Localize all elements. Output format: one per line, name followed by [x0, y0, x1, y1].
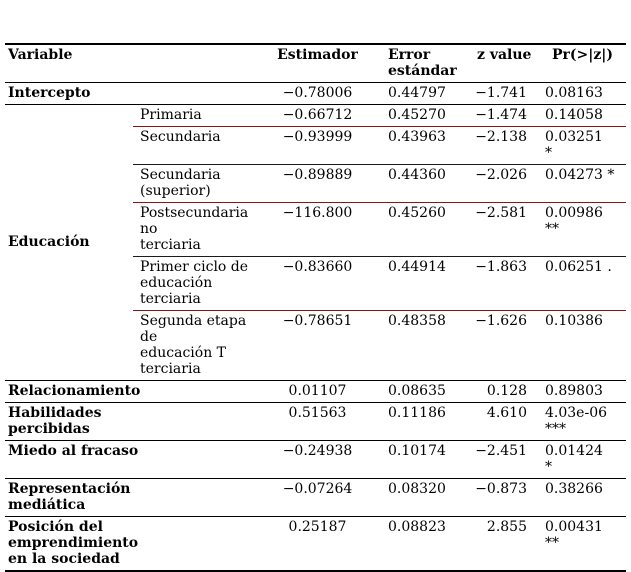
- cell-p-value: 0.03251 *: [535, 126, 626, 165]
- row-sublabel: Secundaria (superior): [133, 164, 265, 203]
- cell-p-value: 0.10386: [535, 310, 626, 381]
- table-row-edu-primer-ciclo: Primer ciclo de educación terciaria −0.8…: [5, 256, 626, 311]
- cell-estimator: −0.66712: [265, 104, 370, 127]
- cell-std-error: 0.45270: [370, 104, 465, 127]
- row-sublabel: Secundaria: [133, 126, 265, 165]
- cell-estimator: −0.78006: [265, 82, 370, 105]
- row-label: Miedo al fracaso: [5, 440, 265, 479]
- cell-p-value: 0.00986 **: [535, 202, 626, 257]
- table-row-edu-primaria: Educación Primaria −0.66712 0.45270 −1.4…: [5, 104, 626, 381]
- table-row-representacion: Representación mediática −0.07264 0.0832…: [5, 478, 626, 517]
- cell-z-value: 0.128: [465, 380, 535, 403]
- cell-std-error: 0.48358: [370, 310, 465, 381]
- cell-estimator: −0.78651: [265, 310, 370, 381]
- regression-table-container: Variable Estimador Error estándar z valu…: [5, 43, 626, 572]
- header-p-value: Pr(>|z|): [535, 44, 626, 83]
- cell-std-error: 0.44797: [370, 82, 465, 105]
- row-sublabel: Primaria: [133, 104, 265, 127]
- cell-p-value: 0.08163: [535, 82, 626, 105]
- cell-estimator: −0.24938: [265, 440, 370, 479]
- cell-z-value: −2.451: [465, 440, 535, 479]
- header-variable: Variable: [5, 44, 265, 83]
- cell-p-value: 0.04273 *: [535, 164, 626, 203]
- table-row-intercepto: Intercepto −0.78006 0.44797 −1.741 0.081…: [5, 82, 626, 105]
- cell-z-value: −1.863: [465, 256, 535, 311]
- cell-p-value: 4.03e-06 ***: [535, 402, 626, 441]
- cell-std-error: 0.10174: [370, 440, 465, 479]
- cell-std-error: 0.43963: [370, 126, 465, 165]
- cell-estimator: 0.01107: [265, 380, 370, 403]
- cell-std-error: 0.44360: [370, 164, 465, 203]
- cell-estimator: −116.800: [265, 202, 370, 257]
- table-row-edu-secundaria: Secundaria −0.93999 0.43963 −2.138 0.032…: [5, 126, 626, 165]
- row-label: Intercepto: [5, 82, 265, 105]
- cell-estimator: −0.93999: [265, 126, 370, 165]
- cell-estimator: −0.07264: [265, 478, 370, 517]
- header-std-error: Error estándar: [370, 44, 465, 83]
- cell-z-value: −2.581: [465, 202, 535, 257]
- cell-p-value: 0.38266: [535, 478, 626, 517]
- row-label: Relacionamiento: [5, 380, 265, 403]
- cell-z-value: 2.855: [486, 519, 527, 535]
- cell-std-error: 0.45260: [370, 202, 465, 257]
- row-sublabel: Segunda etapa de educación T terciaria: [133, 310, 265, 381]
- cell-estimator: −0.89889: [265, 164, 370, 203]
- header-row: Variable Estimador Error estándar z valu…: [5, 44, 626, 83]
- row-label: Posición del emprendimiento en la socied…: [8, 519, 139, 567]
- cell-p-value: 0.01424 *: [535, 440, 626, 479]
- row-label: Representación mediática: [5, 478, 265, 517]
- cell-p-value: 0.89803: [535, 380, 626, 403]
- education-group-label: Educación: [5, 104, 133, 381]
- cell-p-value: 0.06251 .: [535, 256, 626, 311]
- table-row-relacionamiento: Relacionamiento 0.01107 0.08635 0.128 0.…: [5, 380, 626, 403]
- cell-estimator: 0.25187: [288, 519, 347, 535]
- table-row-posicion: Posición del emprendimiento en la socied…: [5, 517, 626, 572]
- cell-estimator: 0.51563: [265, 402, 370, 441]
- regression-table: Variable Estimador Error estándar z valu…: [5, 43, 626, 572]
- cell-std-error: 0.08320: [370, 478, 465, 517]
- table-row-miedo: Miedo al fracaso −0.24938 0.10174 −2.451…: [5, 440, 626, 479]
- cell-estimator: −0.83660: [265, 256, 370, 311]
- cell-std-error: 0.11186: [370, 402, 465, 441]
- cell-z-value: −2.138: [465, 126, 535, 165]
- table-row-edu-secundaria-superior: Secundaria (superior) −0.89889 0.44360 −…: [5, 164, 626, 203]
- table-row-edu-postsecundaria: Postsecundaria no terciaria −116.800 0.4…: [5, 202, 626, 257]
- cell-std-error: 0.08635: [370, 380, 465, 403]
- row-sublabel: Postsecundaria no terciaria: [133, 202, 265, 257]
- table-row-habilidades: Habilidades percibidas 0.51563 0.11186 4…: [5, 402, 626, 441]
- cell-z-value: −0.873: [465, 478, 535, 517]
- cell-z-value: −1.626: [465, 310, 535, 381]
- cell-z-value: −1.474: [465, 104, 535, 127]
- cell-std-error: 0.44914: [370, 256, 465, 311]
- cell-z-value: 4.610: [465, 402, 535, 441]
- cell-p-value: 0.14058: [535, 104, 626, 127]
- row-label: Habilidades percibidas: [5, 402, 265, 441]
- header-z-value: z value: [465, 44, 535, 83]
- cell-std-error: 0.08823: [388, 519, 446, 535]
- header-estimator: Estimador: [265, 44, 370, 83]
- table-row-edu-segunda-etapa: Segunda etapa de educación T terciaria −…: [5, 310, 626, 381]
- cell-z-value: −2.026: [465, 164, 535, 203]
- row-sublabel: Primer ciclo de educación terciaria: [133, 256, 265, 311]
- cell-z-value: −1.741: [465, 82, 535, 105]
- cell-p-value: 0.00431 **: [545, 519, 603, 551]
